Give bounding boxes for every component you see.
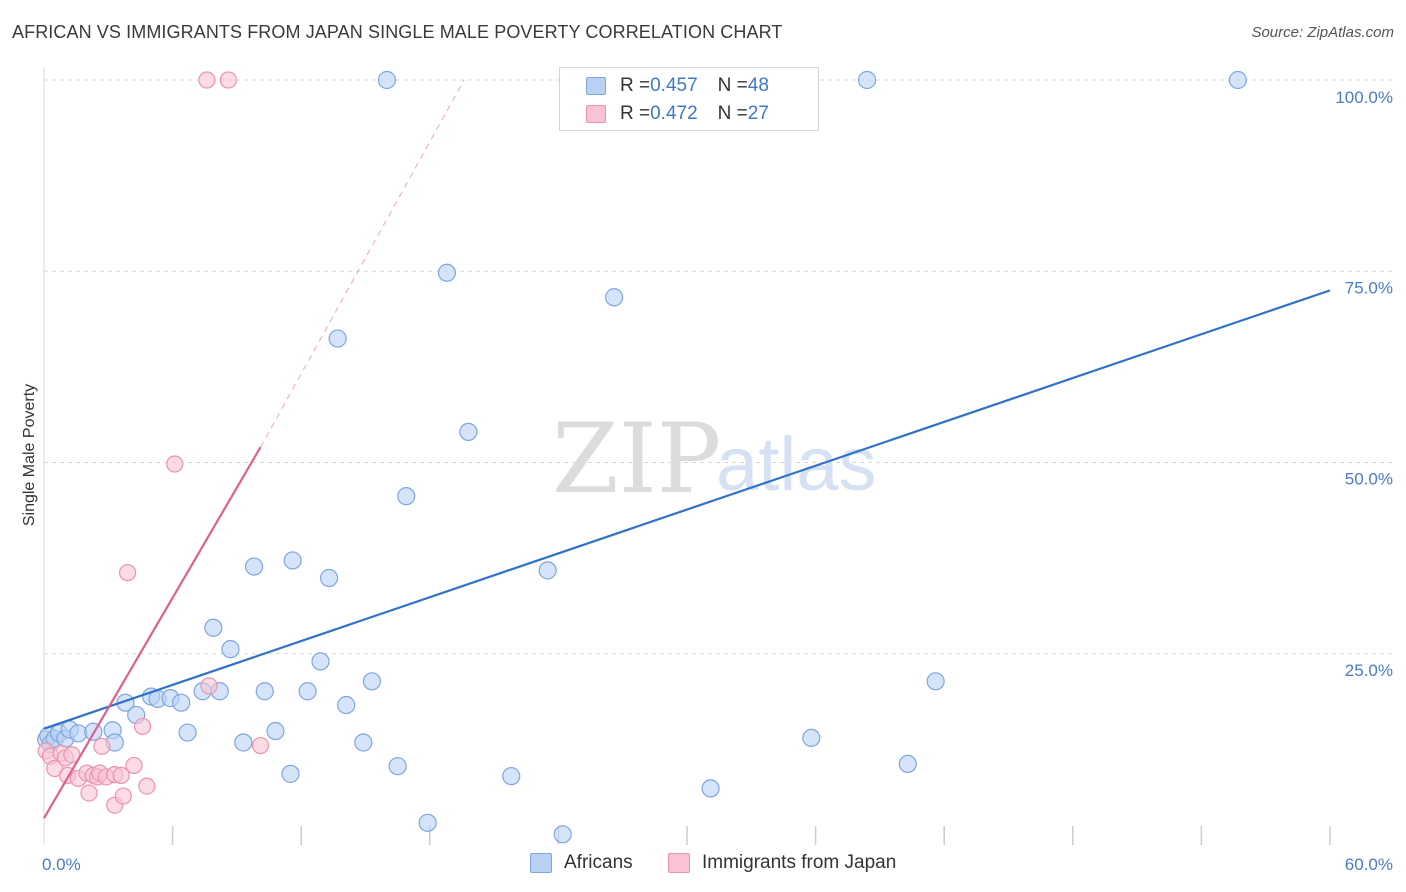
legend-n-label: N = (717, 103, 748, 124)
legend-swatch-japan (586, 105, 606, 123)
point-japan-27 (251, 736, 270, 755)
point-africans-40 (459, 422, 478, 441)
point-africans-7 (69, 724, 88, 743)
point-africans-33 (354, 733, 373, 752)
legend-r-value-japan: 0.472 (650, 103, 698, 124)
point-africans-29 (311, 652, 330, 671)
point-africans-36 (388, 757, 407, 776)
legend-r-label: R = (620, 103, 651, 124)
point-japan-21 (133, 717, 152, 736)
chart-source: Source: ZipAtlas.com (1251, 24, 1394, 41)
point-africans-51 (1228, 70, 1247, 90)
point-africans-25 (266, 721, 285, 741)
trend-line-japan (43, 446, 262, 819)
bottom-legend-label-africans: Africans (564, 852, 633, 873)
point-africans-31 (328, 329, 347, 348)
point-japan-25 (219, 71, 237, 89)
point-africans-28 (298, 682, 317, 701)
legend-row-africans: R = 0.457 N = 48 (586, 73, 769, 99)
bottom-legend-japan[interactable]: Immigrants from Japan (668, 852, 896, 874)
point-japan-19 (118, 564, 137, 582)
point-japan-13 (93, 737, 111, 755)
legend-row-japan: R = 0.472 N = 27 (586, 101, 769, 127)
legend-n-value-africans: 48 (747, 75, 769, 96)
point-africans-23 (244, 557, 264, 576)
point-africans-48 (857, 70, 877, 90)
legend-n-value-japan: 27 (747, 103, 769, 124)
point-africans-43 (553, 825, 572, 844)
watermark-atlas: atlas (716, 422, 877, 507)
point-africans-49 (898, 754, 917, 774)
legend-swatch-africans (586, 77, 606, 95)
y-tick-label-25: 25.0% (1345, 661, 1393, 680)
bottom-legend: Africans Immigrants from Japan (0, 852, 1406, 878)
point-japan-9 (80, 784, 98, 802)
x-tick-label-60: 60.0% (1345, 855, 1393, 874)
point-japan-20 (125, 756, 143, 775)
point-africans-30 (319, 568, 339, 588)
point-africans-22 (234, 733, 253, 752)
point-africans-34 (362, 672, 382, 691)
point-africans-46 (701, 779, 720, 798)
trend-lines (43, 79, 1331, 819)
trend-line-japan-extension (260, 79, 465, 448)
point-africans-37 (397, 487, 416, 506)
point-africans-27 (283, 551, 302, 570)
bottom-legend-swatch-japan (668, 853, 690, 873)
point-japan-22 (138, 777, 156, 795)
point-africans-32 (337, 695, 356, 715)
point-africans-24 (255, 682, 274, 701)
y-tick-label-50: 50.0% (1345, 470, 1393, 489)
point-japan-18 (114, 787, 132, 805)
point-africans-41 (502, 767, 521, 786)
tick-labels: 25.0% 50.0% 75.0% 100.0% 0.0% 60.0% (42, 88, 1393, 874)
watermark: ZIP atlas (552, 403, 877, 515)
point-africans-50 (926, 672, 945, 691)
point-africans-47 (802, 728, 821, 748)
point-japan-17 (112, 766, 130, 784)
point-africans-26 (281, 764, 300, 783)
point-japan-26 (200, 677, 218, 695)
point-africans-44 (605, 288, 624, 307)
point-africans-16 (172, 693, 191, 712)
point-africans-39 (437, 263, 457, 282)
legend-r-label: R = (620, 75, 651, 96)
point-africans-35 (377, 70, 397, 90)
y-tick-label-100: 100.0% (1335, 88, 1393, 107)
bottom-legend-swatch-africans (530, 853, 552, 873)
bottom-legend-label-japan: Immigrants from Japan (702, 852, 897, 873)
point-africans-42 (538, 561, 557, 580)
point-africans-38 (418, 813, 437, 832)
trend-line-africans (43, 289, 1331, 730)
legend-r-value-africans: 0.457 (650, 75, 698, 96)
legend: R = 0.457 N = 48 R = 0.472 N = 27 (559, 67, 819, 131)
point-japan-23 (166, 455, 184, 473)
x-tick-label-0: 0.0% (42, 855, 81, 874)
point-africans-17 (178, 723, 197, 742)
point-japan-24 (198, 71, 216, 89)
watermark-zip: ZIP (552, 403, 721, 515)
bottom-legend-africans[interactable]: Africans (530, 852, 633, 874)
legend-n-label: N = (717, 75, 748, 96)
point-africans-19 (204, 618, 223, 637)
y-tick-label-75: 75.0% (1345, 278, 1393, 297)
data-points (37, 70, 1247, 844)
chart-title: AFRICAN VS IMMIGRANTS FROM JAPAN SINGLE … (12, 22, 783, 42)
point-africans-21 (221, 640, 240, 659)
